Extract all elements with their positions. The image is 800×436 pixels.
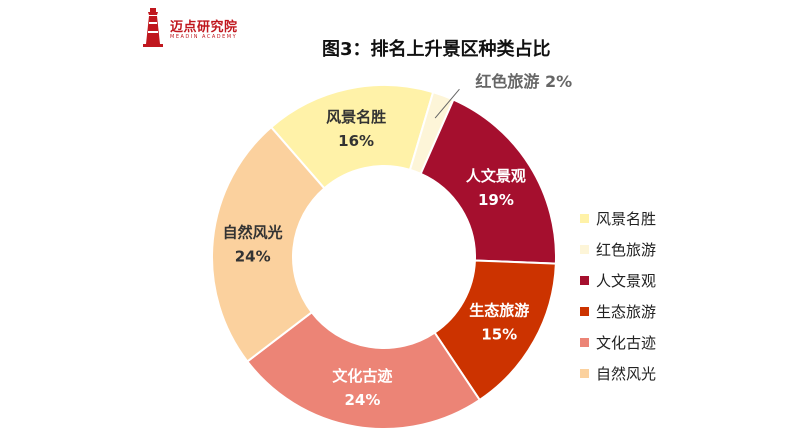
slice-label-eco-tourism: 生态旅游 — [469, 301, 529, 319]
slice-value-eco-tourism: 15% — [481, 325, 517, 343]
slice-label-heritage: 文化古迹 — [332, 367, 392, 385]
legend-item-nature: 自然风光 — [580, 358, 656, 389]
slice-value-heritage: 24% — [344, 391, 380, 409]
legend-swatch-landscape — [580, 214, 589, 223]
legend-item-cultural-landscape: 人文景观 — [580, 265, 656, 296]
slice-nature — [211, 125, 326, 363]
chart-legend: 风景名胜红色旅游人文景观生态旅游文化古迹自然风光 — [580, 203, 656, 389]
legend-label-cultural-landscape: 人文景观 — [596, 272, 657, 290]
legend-label-heritage: 文化古迹 — [596, 334, 657, 352]
legend-swatch-red-tourism — [580, 245, 589, 254]
slice-callout-red-tourism: 红色旅游 2% — [475, 72, 572, 91]
legend-swatch-heritage — [580, 338, 589, 347]
slice-heritage — [245, 310, 482, 430]
legend-item-red-tourism: 红色旅游 — [580, 234, 656, 265]
lighthouse-icon — [143, 8, 163, 47]
slice-cultural-landscape — [419, 98, 557, 265]
legend-label-red-tourism: 红色旅游 — [596, 241, 657, 259]
legend-swatch-cultural-landscape — [580, 276, 589, 285]
slice-value-landscape: 16% — [338, 132, 374, 150]
brand-subtitle: MEADIN ACADEMY — [170, 34, 238, 40]
slice-label-nature: 自然风光 — [223, 224, 283, 242]
legend-item-eco-tourism: 生态旅游 — [580, 296, 656, 327]
legend-label-landscape: 风景名胜 — [596, 210, 657, 228]
callout-line-red-tourism — [434, 88, 460, 119]
brand-logo: 迈点研究院 MEADIN ACADEMY — [140, 6, 250, 50]
brand-name: 迈点研究院 — [170, 20, 238, 35]
legend-swatch-eco-tourism — [580, 307, 589, 316]
legend-item-heritage: 文化古迹 — [580, 327, 656, 358]
legend-item-landscape: 风景名胜 — [580, 203, 656, 234]
legend-label-eco-tourism: 生态旅游 — [596, 303, 657, 321]
slice-value-nature: 24% — [235, 248, 271, 266]
slice-value-cultural-landscape: 19% — [478, 191, 514, 209]
slice-label-cultural-landscape: 人文景观 — [466, 167, 526, 185]
chart-title: 图3：排名上升景区种类占比 — [322, 39, 551, 60]
legend-label-nature: 自然风光 — [596, 365, 657, 383]
legend-swatch-nature — [580, 369, 589, 378]
slice-label-landscape: 风景名胜 — [326, 108, 386, 126]
